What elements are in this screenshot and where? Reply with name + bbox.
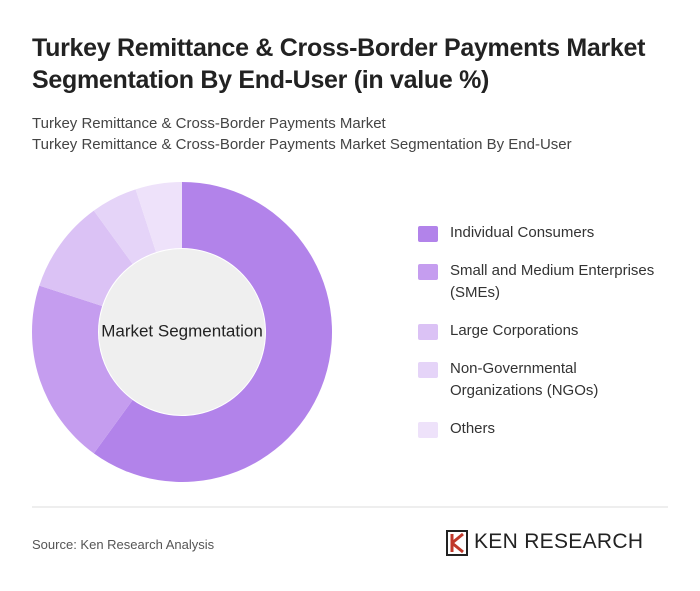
legend-label: Large Corporations bbox=[450, 322, 579, 339]
legend-item: Large Corporations bbox=[418, 320, 668, 342]
legend-label: Small and Medium Enterprises (SMEs) bbox=[450, 262, 655, 301]
donut-slice bbox=[32, 285, 133, 454]
logo-text: KEN RESEARCH bbox=[474, 530, 644, 553]
legend-label: Non-Governmental Organizations (NGOs) bbox=[450, 360, 599, 399]
legend-item: Small and Medium Enterprises (SMEs) bbox=[418, 260, 668, 304]
subtitle-line: Turkey Remittance & Cross-Border Payment… bbox=[32, 115, 386, 132]
legend-swatch bbox=[418, 226, 438, 242]
donut-hole bbox=[99, 249, 265, 415]
legend-item: Non-Governmental Organizations (NGOs) bbox=[418, 358, 668, 402]
legend-item: Others bbox=[418, 418, 668, 440]
subtitle: Turkey Remittance & Cross-Border Payment… bbox=[32, 113, 572, 155]
donut-slice bbox=[135, 182, 182, 253]
legend-swatch bbox=[418, 422, 438, 438]
center-label: Market Segmentation bbox=[101, 321, 263, 340]
logo-icon bbox=[446, 530, 468, 556]
chart-title: Turkey Remittance & Cross-Border Payment… bbox=[32, 34, 646, 94]
legend-label: Others bbox=[450, 420, 496, 437]
legend: Individual Consumers Small and Medium Ent… bbox=[418, 222, 668, 456]
legend-item: Individual Consumers bbox=[418, 222, 668, 244]
legend-swatch bbox=[418, 362, 438, 378]
donut-slice bbox=[39, 210, 133, 307]
legend-swatch bbox=[418, 324, 438, 340]
legend-label: Individual Consumers bbox=[450, 224, 595, 241]
legend-swatch bbox=[418, 264, 438, 280]
donut-slice bbox=[93, 182, 332, 482]
subtitle-line: Turkey Remittance & Cross-Border Payment… bbox=[32, 136, 572, 153]
donut-slice bbox=[93, 189, 157, 265]
source: Source: Ken Research Analysis bbox=[32, 537, 215, 552]
